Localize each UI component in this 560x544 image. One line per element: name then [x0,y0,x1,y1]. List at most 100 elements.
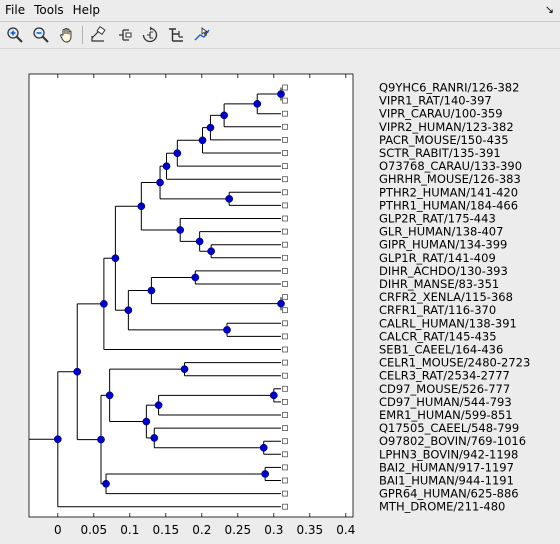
menu-tools[interactable]: Tools [34,3,64,17]
toolbar-divider [82,26,83,44]
internal-node [154,401,163,410]
menu-file[interactable]: File [5,3,26,17]
axes-frame [28,73,354,518]
internal-node [269,391,278,400]
leaf-label: CELR3_RAT/2534-2777 [379,369,510,383]
x-tick-label: 0.2 [192,523,211,537]
zoom-in-icon[interactable] [4,24,26,46]
leaf-label: GHRHR_MOUSE/126-383 [379,172,521,186]
internal-node [150,434,159,442]
leaf-label: SCTR_RABIT/135-391 [379,146,501,160]
leaf-marker [282,320,288,327]
leaf-label: VIPR2_HUMAN/123-382 [379,120,514,134]
leaf-label: CELR1_MOUSE/2480-2723 [379,356,530,370]
internal-node [259,443,268,452]
x-tick-label: 0.25 [224,523,251,537]
leaf-marker [282,477,288,484]
internal-node [195,237,204,246]
leaf-marker [282,254,288,261]
leaf-marker [282,241,288,248]
leaf-marker [282,412,288,418]
leaf-label: GIPR_HUMAN/134-399 [379,238,507,252]
internal-node [102,479,110,488]
leaf-label: PTHR2_HUMAN/141-420 [379,185,518,199]
menu-bar: File Tools Help ↘ [0,0,560,20]
undock-arrow-icon[interactable]: ↘ [544,3,554,16]
leaf-label: O97802_BOVIN/769-1016 [379,434,526,448]
leaf-label: CRFR2_XENLA/115-368 [379,290,513,304]
internal-node [253,100,262,108]
internal-node [223,326,231,334]
internal-node [277,299,285,308]
internal-node [261,470,270,478]
leaf-marker [282,267,288,274]
internal-node [220,111,228,120]
leaf-marker [282,189,288,196]
internal-node [137,202,146,211]
internal-node [225,195,234,203]
internal-node [207,247,216,256]
leaf-marker [282,398,288,405]
internal-node [124,306,133,315]
leaf-marker [282,385,288,392]
leaf-label: CD97_HUMAN/544-793 [379,395,512,409]
internal-node [97,435,105,444]
leaf-marker [282,215,288,222]
leaf-label: GLR_HUMAN/138-407 [379,225,503,239]
flip-tool-icon[interactable] [165,24,187,46]
leaf-label: GPR64_HUMAN/625-886 [379,487,519,501]
internal-node [206,123,215,132]
leaf-marker [282,372,288,379]
leaf-marker [282,123,288,130]
leaf-label: CALCR_RAT/145-435 [379,329,497,343]
internal-node [105,391,114,400]
leaf-marker [282,84,288,91]
internal-node [100,300,108,308]
leaf-label: CRFR1_RAT/116-370 [379,303,496,317]
zoom-out-icon[interactable] [30,24,52,46]
internal-node [156,178,164,187]
x-tick-label: 0.1 [120,523,139,537]
leaf-label: SEB1_CAEEL/164-436 [379,343,503,357]
internal-node [173,149,182,158]
leaf-marker [282,490,288,497]
internal-node [180,365,189,373]
leaf-label: MTH_DROME/211-480 [379,500,505,514]
internal-node [198,136,207,145]
menu-help[interactable]: Help [72,3,101,17]
x-tick-label: 0 [54,523,62,537]
leaf-label: O73768_CARAU/133-390 [379,159,522,173]
x-tick-label: 0.05 [80,523,107,537]
leaf-marker [282,333,288,340]
prune-tool-icon[interactable] [87,24,109,46]
leaf-marker [282,110,288,117]
rotate-tool-icon[interactable] [139,24,161,46]
leaf-marker [282,503,288,510]
toolbar-divider-bottom [0,48,560,49]
leaf-marker [282,359,288,366]
leaf-label: DIHR_ACHDO/130-393 [379,264,508,278]
leaf-label: CD97_MOUSE/526-777 [379,382,510,396]
x-tick-label: 0.3 [264,523,283,537]
menu-divider [0,21,560,22]
toolbar [0,22,560,48]
leaf-marker [282,228,288,235]
internal-node [53,435,62,444]
leaf-marker [282,163,288,169]
internal-node [176,226,185,234]
leaf-marker [282,137,288,143]
data-cursor-icon[interactable] [191,24,213,46]
internal-node [111,254,120,263]
internal-node [142,417,151,426]
x-tick-label: 0.4 [336,523,355,537]
leaf-marker [282,346,288,353]
leaf-label: VIPR1_RAT/140-397 [379,94,492,108]
leaf-marker [282,202,288,209]
leaf-marker [282,176,288,183]
leaf-label: Q9YHC6_RANRI/126-382 [379,81,519,95]
internal-node [162,162,171,171]
leaf-label: DIHR_MANSE/83-351 [379,277,499,291]
leaf-marker [282,451,288,458]
collapse-tool-icon[interactable] [113,24,135,46]
pan-hand-icon[interactable] [56,24,78,46]
